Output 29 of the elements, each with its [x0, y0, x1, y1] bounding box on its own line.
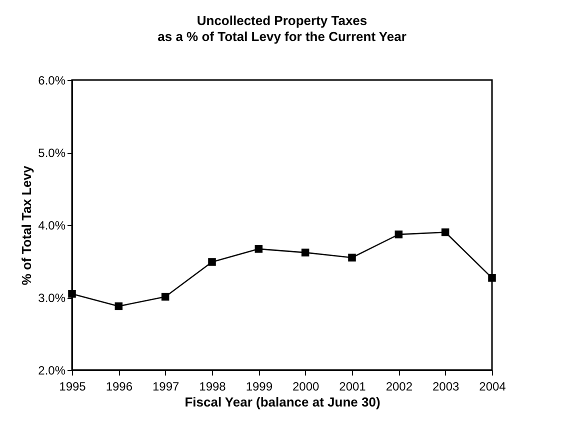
y-tick-label: 6.0% [38, 74, 66, 88]
y-tick-label: 3.0% [38, 291, 66, 305]
y-tick-label: 5.0% [38, 146, 66, 160]
x-tick-label: 2004 [479, 380, 506, 394]
point [114, 302, 123, 310]
x-tick-label: 2002 [386, 380, 413, 394]
point [488, 274, 496, 282]
point [161, 292, 170, 301]
y-axis-title: % of Total Tax Levy [19, 165, 34, 286]
point [394, 230, 403, 238]
x-tick-label: 2003 [432, 380, 460, 394]
x-axis-title: Fiscal Year (balance at June 30) [184, 394, 380, 410]
x-tick-label: 1995 [59, 380, 86, 394]
point [348, 254, 356, 262]
x-tick-label: 1998 [199, 380, 226, 394]
x-tick-label: 1997 [152, 380, 180, 394]
y-tick-label: 2.0% [38, 364, 66, 378]
point [254, 245, 263, 253]
x-tick-label: 1999 [246, 380, 273, 394]
x-tick-label: 2000 [292, 380, 320, 394]
point [68, 290, 76, 298]
point [301, 248, 310, 256]
point [208, 258, 216, 266]
y-tick-label: 4.0% [38, 218, 66, 232]
x-tick-label: 1996 [106, 380, 133, 394]
chart-title: Uncollected Property Taxes [196, 13, 368, 28]
chart-subtitle: as a % of Total Levy for the Current Year [158, 29, 406, 44]
point [441, 228, 450, 236]
x-tick-label: 2001 [339, 380, 366, 394]
